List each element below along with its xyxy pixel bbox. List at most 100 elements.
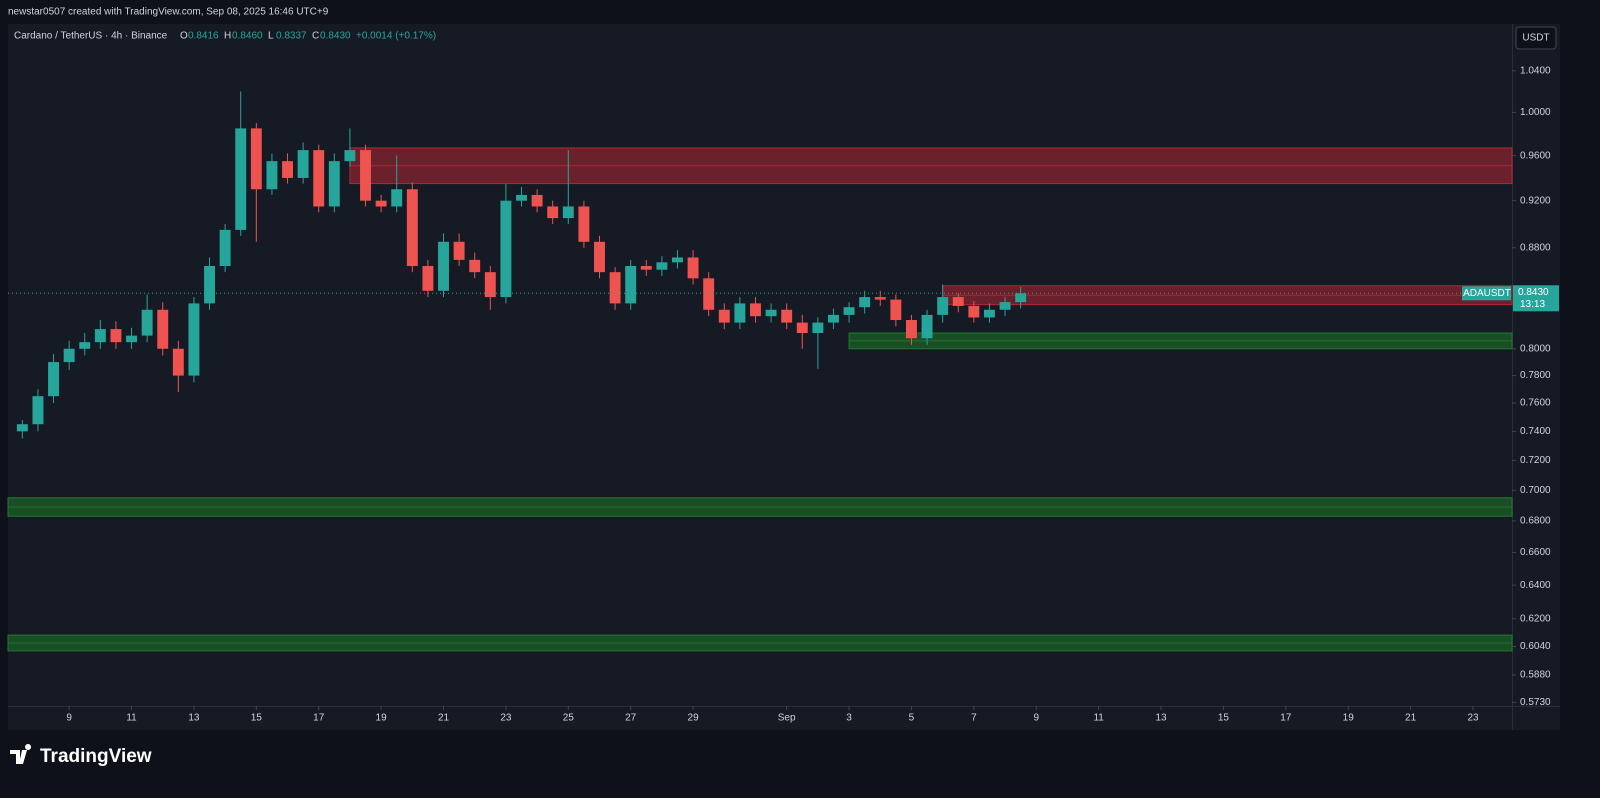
candle-body: [1015, 293, 1027, 303]
candle-body: [874, 297, 886, 300]
candle-body: [578, 206, 590, 242]
x-tick-label: 29: [688, 713, 700, 724]
candle-body: [672, 257, 683, 263]
y-tick-label: 0.7200: [1520, 455, 1551, 466]
candle-body: [282, 161, 293, 178]
brand: TradingView: [10, 744, 152, 767]
candle-body: [250, 128, 262, 190]
price-axis: [1512, 24, 1560, 730]
y-tick-label: 0.9600: [1520, 150, 1551, 161]
candle-body: [952, 297, 964, 306]
x-tick-label: 5: [909, 713, 915, 724]
x-tick-label: 17: [1280, 713, 1292, 724]
x-tick-label: 27: [625, 713, 637, 724]
candle-body: [32, 396, 44, 425]
y-tick-label: 0.9200: [1520, 195, 1551, 206]
x-tick-label: 11: [126, 713, 137, 724]
candle-body: [126, 335, 137, 343]
symbol: Cardano / TetherUS · 4h · Binance: [14, 31, 168, 42]
candle-body: [141, 309, 153, 336]
candle-body: [406, 189, 418, 267]
candle-body: [594, 241, 605, 273]
currency: USDT: [1522, 33, 1549, 44]
legend-key: H: [224, 31, 231, 42]
x-tick-label: 25: [563, 713, 575, 724]
candle-body: [157, 309, 169, 349]
y-tick-label: 0.5730: [1520, 697, 1551, 708]
candle-body: [313, 150, 325, 207]
y-tick-label: 0.6800: [1520, 516, 1551, 527]
candle-body: [547, 206, 559, 219]
x-tick-label: 13: [1155, 713, 1167, 724]
x-tick-label: 19: [376, 713, 388, 724]
candle-body: [859, 297, 871, 308]
y-tick-label: 1.0000: [1520, 107, 1551, 118]
y-tick-label: 0.6600: [1520, 547, 1551, 558]
candle-body: [204, 266, 215, 304]
candle-body: [79, 342, 91, 349]
x-tick-label: 11: [1093, 713, 1104, 724]
candle-body: [438, 241, 449, 291]
candle-body: [500, 200, 512, 298]
y-tick-label: 0.6040: [1520, 641, 1551, 652]
legend-key: C: [312, 31, 319, 42]
legend-value: 0.8337: [276, 31, 307, 42]
x-tick-label: 23: [1467, 713, 1479, 724]
ticker-box: [1462, 286, 1511, 301]
candle-body: [531, 194, 543, 207]
x-tick-label: 19: [1343, 713, 1355, 724]
candle-body: [640, 266, 652, 270]
y-tick-label: 0.8000: [1520, 343, 1551, 354]
candle-body: [796, 322, 808, 333]
y-tick-label: 0.8800: [1520, 242, 1551, 253]
candle-body: [734, 303, 746, 323]
candle-body: [297, 150, 309, 178]
candle-body: [781, 309, 793, 323]
candle-body: [344, 150, 356, 162]
ticker-label: ADAUSDT: [1463, 288, 1511, 299]
candle-body: [94, 329, 106, 343]
candle-body: [718, 309, 730, 323]
legend-key: L: [268, 31, 274, 42]
y-tick-label: 0.7800: [1520, 370, 1551, 381]
candle-body: [484, 272, 496, 298]
attribution: newstar0507 created with TradingView.com…: [8, 7, 329, 18]
candle-body: [812, 322, 824, 333]
y-tick-label: 0.7400: [1520, 426, 1551, 437]
candle-body: [266, 161, 278, 190]
brand-name: TradingView: [40, 746, 152, 767]
candle-body: [453, 241, 465, 260]
plot-area: [8, 24, 1512, 706]
candle-body: [890, 299, 902, 321]
legend-value: 0.8416: [188, 31, 219, 42]
time-axis: [8, 706, 1512, 730]
x-tick-label: Sep: [778, 713, 796, 724]
y-tick-label: 0.6400: [1520, 580, 1551, 591]
axes: 1.0400 1.0000 0.9600 0.9200 0.8800 0.8000 0.78…: [66, 65, 1559, 724]
candle-body: [999, 302, 1011, 310]
x-tick-label: 3: [846, 713, 852, 724]
x-tick-label: 15: [1218, 713, 1230, 724]
candle-body: [422, 266, 434, 291]
currency-box: [1515, 26, 1557, 50]
candle-body: [687, 257, 699, 279]
candle-body: [843, 307, 855, 315]
candle-body: [63, 348, 75, 363]
candle-body: [750, 303, 761, 317]
candle-body: [48, 362, 60, 397]
candle-body: [906, 320, 917, 339]
candle-body: [375, 200, 387, 207]
x-tick-label: 9: [1033, 713, 1039, 724]
candle-body: [609, 272, 621, 304]
y-tick-label: 0.6200: [1520, 613, 1551, 624]
x-tick-label: 21: [438, 713, 450, 724]
ohlc-legend: O 0.8416 H 0.8460 L 0.8337 C 0.8430 +0.0014 (+0.…: [180, 31, 436, 42]
candle-body: [968, 305, 980, 318]
legend-value: 0.8430: [320, 31, 351, 42]
candle-body: [469, 259, 481, 273]
candle-body: [235, 128, 247, 230]
x-tick-label: 23: [500, 713, 512, 724]
y-tick-label: 0.7600: [1520, 398, 1551, 409]
x-tick-label: 15: [251, 713, 263, 724]
